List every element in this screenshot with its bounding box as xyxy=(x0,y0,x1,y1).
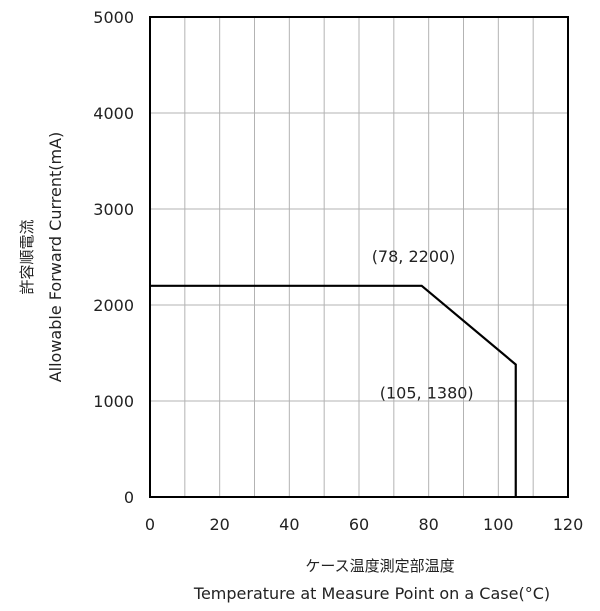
x-tick-label: 100 xyxy=(483,515,514,534)
y-axis-label: Allowable Forward Current(mA) xyxy=(46,132,65,383)
y-tick-label: 2000 xyxy=(93,296,134,315)
y-tick-label: 3000 xyxy=(93,200,134,219)
plot-frame xyxy=(149,16,569,498)
y-tick-label: 1000 xyxy=(93,392,134,411)
series-lines xyxy=(150,284,517,497)
x-axis-label-jp: ケース温度測定部温度 xyxy=(305,557,454,575)
x-tick-label: 20 xyxy=(209,515,229,534)
x-tick-label: 80 xyxy=(418,515,438,534)
series-line-0 xyxy=(150,284,517,497)
x-tick-label: 0 xyxy=(145,515,155,534)
y-axis-label-jp: 許容順電流 xyxy=(18,219,36,294)
annotations: (78, 2200) (105, 1380) xyxy=(372,247,474,403)
data-annotation: (105, 1380) xyxy=(380,384,474,403)
y-tick-label: 5000 xyxy=(93,8,134,27)
x-tick-labels: 0 20 40 60 80 100 120 xyxy=(145,515,583,534)
x-tick-label: 60 xyxy=(349,515,369,534)
x-tick-label: 40 xyxy=(279,515,299,534)
x-tick-label: 120 xyxy=(553,515,584,534)
y-tick-label: 4000 xyxy=(93,104,134,123)
grid-lines xyxy=(150,17,568,497)
x-axis-label: Temperature at Measure Point on a Case(°… xyxy=(193,584,550,603)
y-tick-label: 0 xyxy=(124,488,134,507)
data-annotation: (78, 2200) xyxy=(372,247,456,266)
y-tick-labels: 0 1000 2000 3000 4000 5000 xyxy=(93,8,134,507)
